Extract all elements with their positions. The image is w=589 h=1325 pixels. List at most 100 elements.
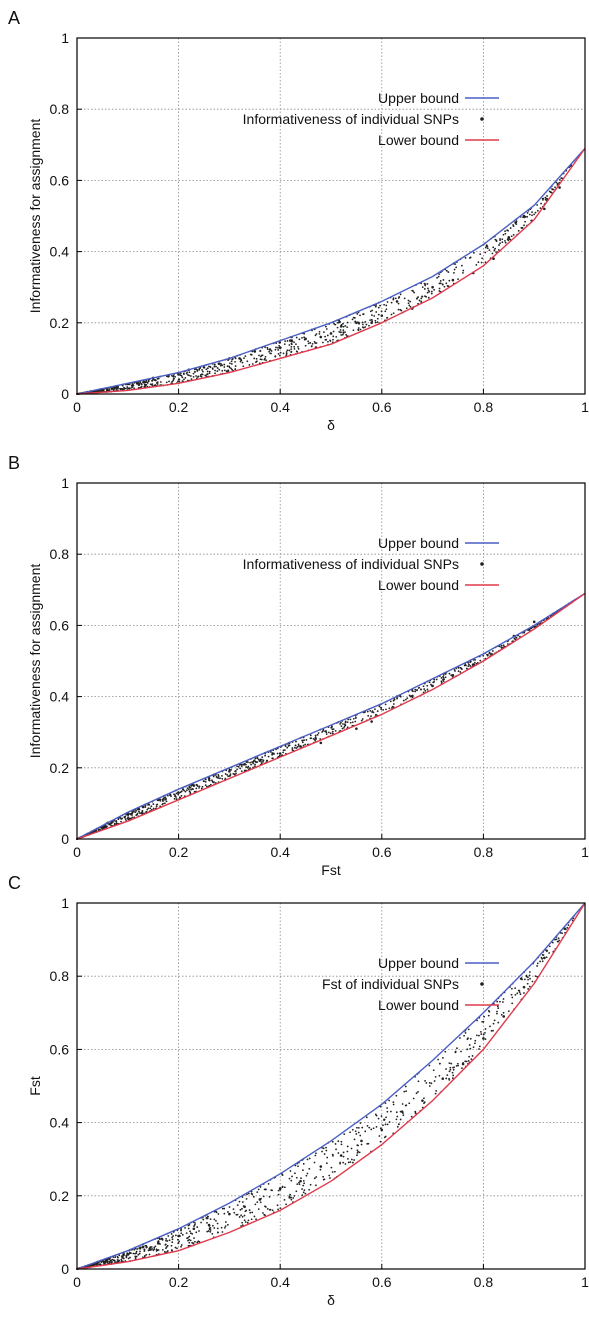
snp-point	[260, 358, 263, 361]
snp-point	[347, 1161, 350, 1164]
snp-point	[355, 321, 358, 325]
snp-point	[243, 357, 245, 360]
snp-point	[451, 673, 455, 677]
snp-point	[417, 1091, 419, 1093]
snp-point	[313, 1177, 316, 1180]
x-tick-label: 0.6	[372, 399, 392, 415]
legend-label: Lower bound	[378, 132, 459, 148]
snp-point	[182, 372, 185, 375]
snp-point	[397, 308, 400, 311]
snp-point	[412, 690, 414, 693]
snp-point	[463, 664, 466, 667]
x-tick-label: 0.8	[474, 844, 494, 860]
snp-point	[482, 1037, 485, 1040]
snp-point	[232, 772, 235, 775]
snp-point	[253, 357, 256, 360]
snp-point	[226, 1223, 229, 1226]
snp-point	[463, 1034, 466, 1037]
snp-point	[192, 375, 195, 378]
snp-point	[402, 699, 405, 702]
snp-point	[548, 945, 551, 948]
snp-point	[146, 381, 148, 384]
snp-point	[220, 363, 223, 365]
snp-point	[213, 781, 215, 784]
snp-point	[388, 707, 391, 710]
snp-point	[349, 721, 352, 724]
snp-point	[455, 1064, 458, 1067]
snp-point	[452, 1068, 455, 1071]
snp-point	[187, 1227, 190, 1230]
snp-point	[290, 342, 293, 345]
snp-point	[353, 317, 356, 319]
snp-point	[171, 374, 173, 377]
snp-point	[543, 956, 546, 960]
snp-point	[278, 1187, 282, 1190]
snp-point	[344, 331, 346, 333]
snp-point	[189, 1232, 192, 1235]
snp-point	[151, 380, 154, 382]
snp-point	[277, 1189, 280, 1192]
lower-bound-line	[76, 592, 586, 840]
snp-point	[254, 763, 256, 766]
snp-point	[274, 348, 277, 351]
snp-point	[281, 1173, 284, 1176]
snp-point	[492, 1022, 495, 1025]
snp-point	[523, 631, 526, 634]
snp-point	[416, 689, 418, 692]
snp-point	[465, 1060, 468, 1063]
snp-point	[364, 326, 367, 328]
snp-point	[498, 645, 501, 648]
snp-point	[295, 350, 298, 353]
snp-point	[534, 211, 537, 214]
snp-point	[475, 264, 478, 266]
snp-point	[525, 974, 528, 977]
snp-point	[528, 974, 531, 977]
snp-point	[93, 1263, 96, 1266]
snp-point	[311, 343, 314, 345]
snp-point	[227, 775, 230, 778]
snp-point	[163, 802, 166, 805]
snp-point	[333, 1170, 336, 1173]
snp-point	[264, 355, 267, 358]
snp-point	[244, 355, 247, 357]
snp-point	[499, 1000, 501, 1003]
snp-point	[499, 238, 501, 240]
snp-point	[172, 1235, 175, 1237]
snp-point	[384, 310, 387, 313]
plot-frame	[76, 482, 586, 840]
snp-point	[303, 1182, 306, 1185]
snp-point	[229, 774, 232, 777]
snp-point	[181, 380, 184, 382]
snp-point	[321, 341, 324, 344]
snp-point	[111, 1258, 114, 1261]
snp-point	[479, 1031, 482, 1033]
snp-point	[141, 812, 144, 815]
snp-point	[225, 370, 228, 373]
snp-point	[206, 367, 209, 370]
snp-point	[527, 987, 530, 990]
snp-point	[438, 1074, 441, 1077]
snp-point	[207, 777, 211, 780]
snp-point	[345, 333, 348, 336]
snp-point	[487, 1014, 490, 1017]
snp-point	[168, 1239, 171, 1242]
snp-point	[338, 330, 341, 333]
snp-point	[440, 677, 443, 679]
snp-point	[386, 1110, 389, 1113]
snp-point	[449, 1066, 452, 1069]
snp-point	[290, 351, 293, 354]
snp-point	[260, 761, 263, 763]
snp-point	[209, 783, 212, 786]
snp-point	[221, 364, 224, 367]
snp-point	[181, 376, 184, 379]
snp-point	[289, 1193, 292, 1196]
snp-point	[493, 249, 496, 252]
snp-point	[187, 1236, 190, 1239]
snp-point	[427, 287, 429, 290]
snp-point	[506, 238, 509, 241]
snp-point	[180, 1232, 183, 1235]
snp-point	[314, 342, 317, 345]
snp-point	[319, 1165, 323, 1168]
snp-point	[117, 1260, 120, 1263]
snp-point	[246, 1221, 249, 1224]
